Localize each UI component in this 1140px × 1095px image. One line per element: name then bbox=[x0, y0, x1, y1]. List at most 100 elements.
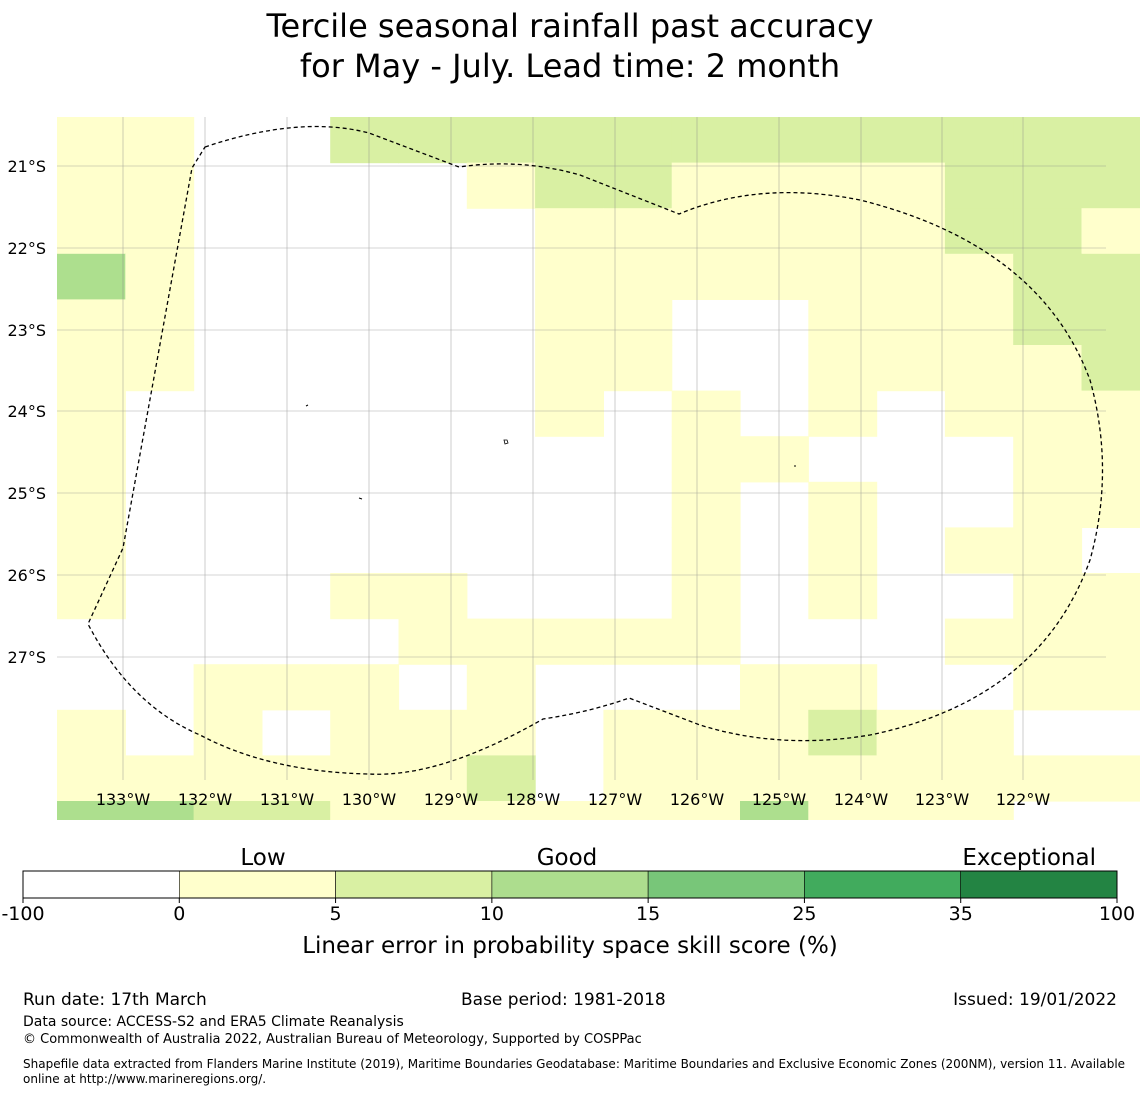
grid-cell bbox=[330, 709, 400, 756]
grid-cell bbox=[535, 253, 604, 300]
data-source: Data source: ACCESS-S2 and ERA5 Climate … bbox=[23, 1014, 404, 1030]
grid-cell bbox=[944, 618, 1014, 665]
grid-cell bbox=[671, 253, 741, 300]
grid-cell bbox=[671, 208, 741, 255]
grid-cell bbox=[808, 117, 878, 164]
grid-cell bbox=[125, 755, 195, 802]
grid-cell bbox=[944, 527, 1014, 574]
grid-cell bbox=[193, 664, 263, 711]
grid-cell bbox=[125, 162, 195, 209]
base-period: Base period: 1981-2018 bbox=[461, 990, 666, 1010]
grid-cell bbox=[944, 801, 1014, 820]
grid-cell bbox=[398, 755, 468, 802]
grid-cell bbox=[1013, 162, 1083, 209]
grid-cell bbox=[671, 436, 741, 483]
title-line-2: for May - July. Lead time: 2 month bbox=[299, 47, 841, 85]
grid-cell bbox=[535, 618, 604, 665]
grid-cell bbox=[261, 801, 331, 820]
grid-cell bbox=[125, 208, 195, 255]
grid-cell bbox=[944, 755, 1014, 802]
grid-cell bbox=[944, 345, 1014, 392]
grid-cell bbox=[944, 709, 1014, 756]
longitude-label: 126°W bbox=[670, 790, 725, 809]
colorbar-swatches bbox=[22, 870, 1118, 899]
grid-cell bbox=[193, 709, 263, 756]
colorbar-tick-label: -100 bbox=[1, 903, 44, 925]
grid-cell bbox=[876, 117, 946, 164]
grid-cell bbox=[261, 664, 331, 711]
grid-cell bbox=[740, 208, 809, 255]
grid-cell bbox=[57, 253, 126, 300]
grid-cell bbox=[57, 117, 126, 164]
longitude-label: 132°W bbox=[178, 790, 233, 809]
grid-cell bbox=[57, 801, 126, 820]
grid-cell bbox=[603, 618, 673, 665]
grid-cell bbox=[330, 801, 400, 820]
grid-cell bbox=[535, 299, 604, 346]
grid-cell bbox=[1013, 299, 1083, 346]
grid-cell bbox=[535, 117, 604, 164]
shapefile-credit: Shapefile data extracted from Flanders M… bbox=[23, 1057, 1126, 1086]
island-marker bbox=[358, 497, 363, 500]
colorbar-tick-label: 100 bbox=[1099, 903, 1135, 925]
skill-score-map: 133°W 132°W 131°W 130°W 129°W 128°W 127°W 126°W… bbox=[7, 117, 1140, 820]
grid-cell bbox=[57, 162, 126, 209]
grid-cell bbox=[1081, 664, 1140, 711]
grid-cell bbox=[1081, 117, 1140, 164]
grid-cell bbox=[808, 299, 878, 346]
grid-cell bbox=[740, 664, 809, 711]
longitude-label: 130°W bbox=[342, 790, 397, 809]
grid-cell bbox=[944, 299, 1014, 346]
grid-cell bbox=[808, 390, 878, 437]
grid-cell bbox=[603, 345, 673, 392]
grid-cell bbox=[1013, 664, 1083, 711]
colorbar-tick-label: 15 bbox=[636, 903, 660, 925]
colorbar-tick-label: 5 bbox=[330, 903, 342, 925]
grid-cell bbox=[125, 253, 195, 300]
grid-cell bbox=[1081, 481, 1140, 528]
longitude-label: 128°W bbox=[506, 790, 561, 809]
grid-cell bbox=[57, 299, 126, 346]
grid-cell bbox=[125, 801, 195, 820]
grid-cell bbox=[398, 801, 468, 820]
grid-cell bbox=[808, 664, 878, 711]
grid-cell bbox=[808, 345, 878, 392]
grid-cell bbox=[944, 253, 1014, 300]
grid-cell bbox=[808, 709, 878, 756]
grid-cell bbox=[1081, 618, 1140, 665]
colorbar-tick-label: 0 bbox=[173, 903, 185, 925]
colorbar-categories: Low Good Exceptional bbox=[240, 845, 1096, 871]
grid-cell bbox=[671, 801, 741, 820]
grid-cell bbox=[1013, 253, 1083, 300]
grid-cell bbox=[1013, 755, 1083, 802]
colorbar-tick-label: 35 bbox=[949, 903, 973, 925]
grid-cell bbox=[1081, 390, 1140, 437]
grid-cell bbox=[603, 709, 673, 756]
grid-cell bbox=[808, 208, 878, 255]
grid-cell bbox=[876, 162, 946, 209]
grid-cell bbox=[57, 436, 126, 483]
grid-cell bbox=[330, 664, 400, 711]
grid-cells bbox=[57, 117, 1140, 820]
grid-cell bbox=[398, 709, 468, 756]
grid-cell bbox=[330, 117, 400, 164]
grid-cell bbox=[57, 345, 126, 392]
grid-cell bbox=[125, 117, 195, 164]
grid-cell bbox=[466, 755, 536, 802]
grid-cell bbox=[671, 755, 741, 802]
grid-cell bbox=[193, 801, 263, 820]
grid-cell bbox=[876, 709, 946, 756]
grid-cell bbox=[808, 755, 878, 802]
run-date: Run date: 17th March bbox=[23, 990, 207, 1010]
longitude-label: 129°W bbox=[424, 790, 479, 809]
grid-cell bbox=[944, 208, 1014, 255]
grid-cell bbox=[466, 801, 536, 820]
latitude-label: 22°S bbox=[7, 239, 46, 258]
grid-cell bbox=[535, 390, 604, 437]
grid-cell bbox=[1013, 390, 1083, 437]
grid-cell bbox=[876, 253, 946, 300]
latitude-label: 26°S bbox=[7, 566, 46, 585]
latitude-label: 21°S bbox=[7, 157, 46, 176]
grid-cell bbox=[603, 801, 673, 820]
colorbar-swatch bbox=[960, 870, 1118, 899]
